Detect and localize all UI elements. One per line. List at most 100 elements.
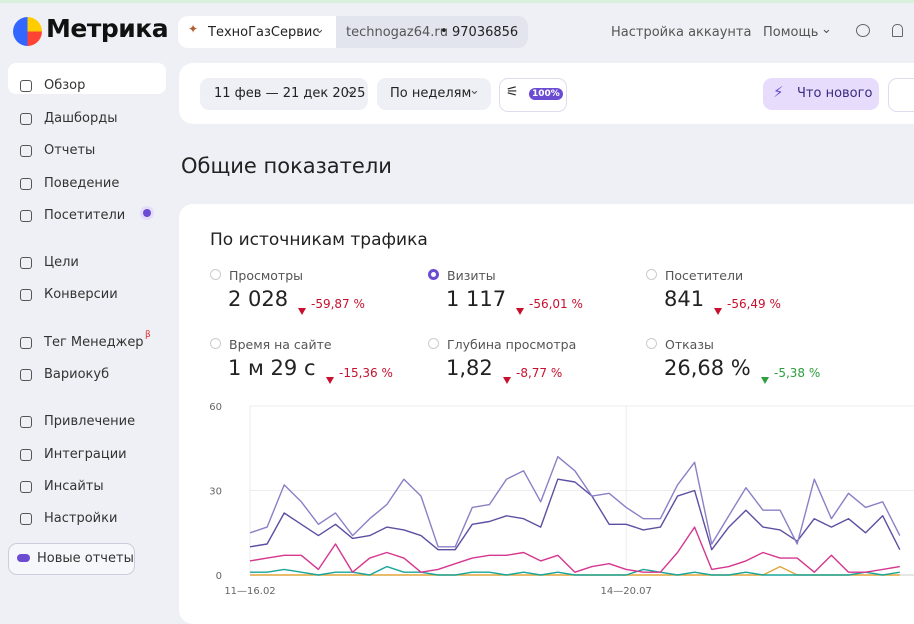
nav-icon xyxy=(20,178,32,190)
widget-title: По источникам трафика xyxy=(210,230,428,250)
dropdown-arrow: ⌄ xyxy=(314,22,325,37)
logo-mark xyxy=(13,17,42,46)
nav-icon xyxy=(20,416,32,428)
series-line xyxy=(250,565,900,576)
nav-item[interactable]: Тег Менеджер xyxy=(44,335,144,350)
nav-item[interactable]: Вариокуб xyxy=(44,367,110,382)
metric-radio[interactable] xyxy=(646,338,657,349)
metric-label[interactable]: Посетители xyxy=(665,268,744,283)
nav-item[interactable]: Настройки xyxy=(44,511,118,526)
dropdown-arrow: ⌄ xyxy=(345,83,356,98)
metric-label[interactable]: Время на сайте xyxy=(229,337,332,352)
whats-new-button[interactable] xyxy=(763,78,879,110)
nav-icon xyxy=(20,113,32,125)
nav-icon xyxy=(20,337,32,349)
counter-domain: technogaz64.ru xyxy=(346,25,448,40)
series-line xyxy=(249,478,901,551)
dropdown-arrow: ⌄ xyxy=(821,22,832,37)
metric-radio[interactable] xyxy=(646,269,657,280)
account-settings[interactable]: Настройка аккаунта xyxy=(611,25,752,40)
metric-change: -8,77 % xyxy=(516,366,563,380)
metric-value: 1 117 xyxy=(446,287,507,311)
trend-arrow xyxy=(761,369,774,388)
widget-card xyxy=(179,204,914,624)
nav-icon xyxy=(20,481,32,493)
y-tick-label: 0 xyxy=(216,571,222,582)
nav-icon xyxy=(20,513,32,525)
bell-icon[interactable] xyxy=(892,24,903,37)
metric-value: 2 028 xyxy=(228,287,289,311)
separator: • xyxy=(440,24,448,39)
chat-icon[interactable] xyxy=(856,24,870,37)
series-line xyxy=(249,526,900,573)
x-tick-label: 14—20.07 xyxy=(601,586,652,597)
whats-new[interactable]: Что нового xyxy=(797,86,873,101)
counter-info xyxy=(336,16,528,48)
metric-change: -56,49 % xyxy=(727,297,781,311)
trend-arrow xyxy=(298,300,311,319)
nav-icon xyxy=(20,80,32,92)
counter-name[interactable]: ТехноГазСервис xyxy=(208,25,320,40)
trend-arrow xyxy=(516,300,529,319)
date-range[interactable]: 11 фев — 21 дек 2025 xyxy=(214,86,366,101)
metric-value: 1,82 xyxy=(446,356,493,380)
more-button[interactable] xyxy=(888,78,914,112)
grouping-select[interactable] xyxy=(377,78,491,110)
nav-item[interactable]: Привлечение xyxy=(44,414,136,429)
metric-label[interactable]: Глубина просмотра xyxy=(447,337,577,352)
metric-change: -5,38 % xyxy=(774,366,821,380)
metric-label[interactable]: Отказы xyxy=(665,337,714,352)
nav-item[interactable]: Дашборды xyxy=(44,111,118,126)
nav-item[interactable]: Цели xyxy=(44,255,79,270)
date-picker[interactable] xyxy=(200,78,368,110)
metric-value: 1 м 29 с xyxy=(228,356,316,380)
nav-item[interactable]: Инсайты xyxy=(44,479,104,494)
y-tick-label: 60 xyxy=(209,402,222,413)
metric-radio[interactable] xyxy=(210,269,221,280)
page-title: Общие показатели xyxy=(181,154,392,178)
filter-icon: ⚟ xyxy=(506,84,519,100)
metric-radio[interactable] xyxy=(428,269,439,280)
nav-item[interactable]: Обзор xyxy=(44,78,86,93)
nav-icon xyxy=(20,289,32,301)
grouping[interactable]: По неделям xyxy=(390,86,472,101)
metric-value: 26,68 % xyxy=(664,356,751,380)
nav-item[interactable]: Отчеты xyxy=(44,143,96,158)
toggle[interactable] xyxy=(17,554,30,562)
dropdown-arrow: ⌄ xyxy=(469,83,480,98)
x-tick-label: 11—16.02 xyxy=(224,586,275,597)
series-line xyxy=(249,456,901,548)
nav-item[interactable]: Посетители xyxy=(44,208,126,223)
metric-change: -59,87 % xyxy=(311,297,365,311)
metric-radio[interactable] xyxy=(428,338,439,349)
nav-dot xyxy=(143,209,151,217)
nav-active-bg xyxy=(8,63,166,94)
nav-item[interactable]: Поведение xyxy=(44,176,120,191)
top-strip xyxy=(0,0,914,3)
nav-icon xyxy=(20,210,32,222)
nav-icon xyxy=(20,449,32,461)
series-line xyxy=(250,565,900,576)
nav-item[interactable]: Интеграции xyxy=(44,447,127,462)
help[interactable]: Помощь xyxy=(763,25,819,40)
metric-label[interactable]: Визиты xyxy=(447,268,496,283)
nav-icon xyxy=(20,257,32,269)
counter-id: 97036856 xyxy=(452,25,519,40)
new-reports-label[interactable]: Новые отчеты xyxy=(37,551,134,566)
counter-icon: ✦ xyxy=(188,22,199,36)
nav-item[interactable]: Конверсии xyxy=(44,287,118,302)
trend-arrow xyxy=(503,369,516,388)
nav-icon xyxy=(20,145,32,157)
metric-label[interactable]: Просмотры xyxy=(229,268,304,283)
metric-change: -15,36 % xyxy=(339,366,393,380)
trend-arrow xyxy=(714,300,727,319)
metric-radio[interactable] xyxy=(210,338,221,349)
chart: 0 30 60 11—16.02 14—20.07 xyxy=(209,402,914,597)
logo[interactable]: Метрика xyxy=(46,14,169,43)
bolt-icon: ⚡ xyxy=(773,83,784,101)
nav-badge: β xyxy=(145,330,151,340)
nav-icon xyxy=(20,369,32,381)
counter-selector[interactable] xyxy=(178,16,338,48)
metric-value: 841 xyxy=(664,287,705,311)
